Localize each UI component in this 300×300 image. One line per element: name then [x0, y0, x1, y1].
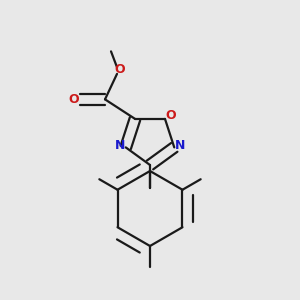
Text: N: N: [175, 140, 185, 152]
Text: O: O: [165, 109, 176, 122]
Text: O: O: [114, 63, 125, 76]
Text: O: O: [69, 93, 80, 106]
Text: N: N: [115, 140, 125, 152]
